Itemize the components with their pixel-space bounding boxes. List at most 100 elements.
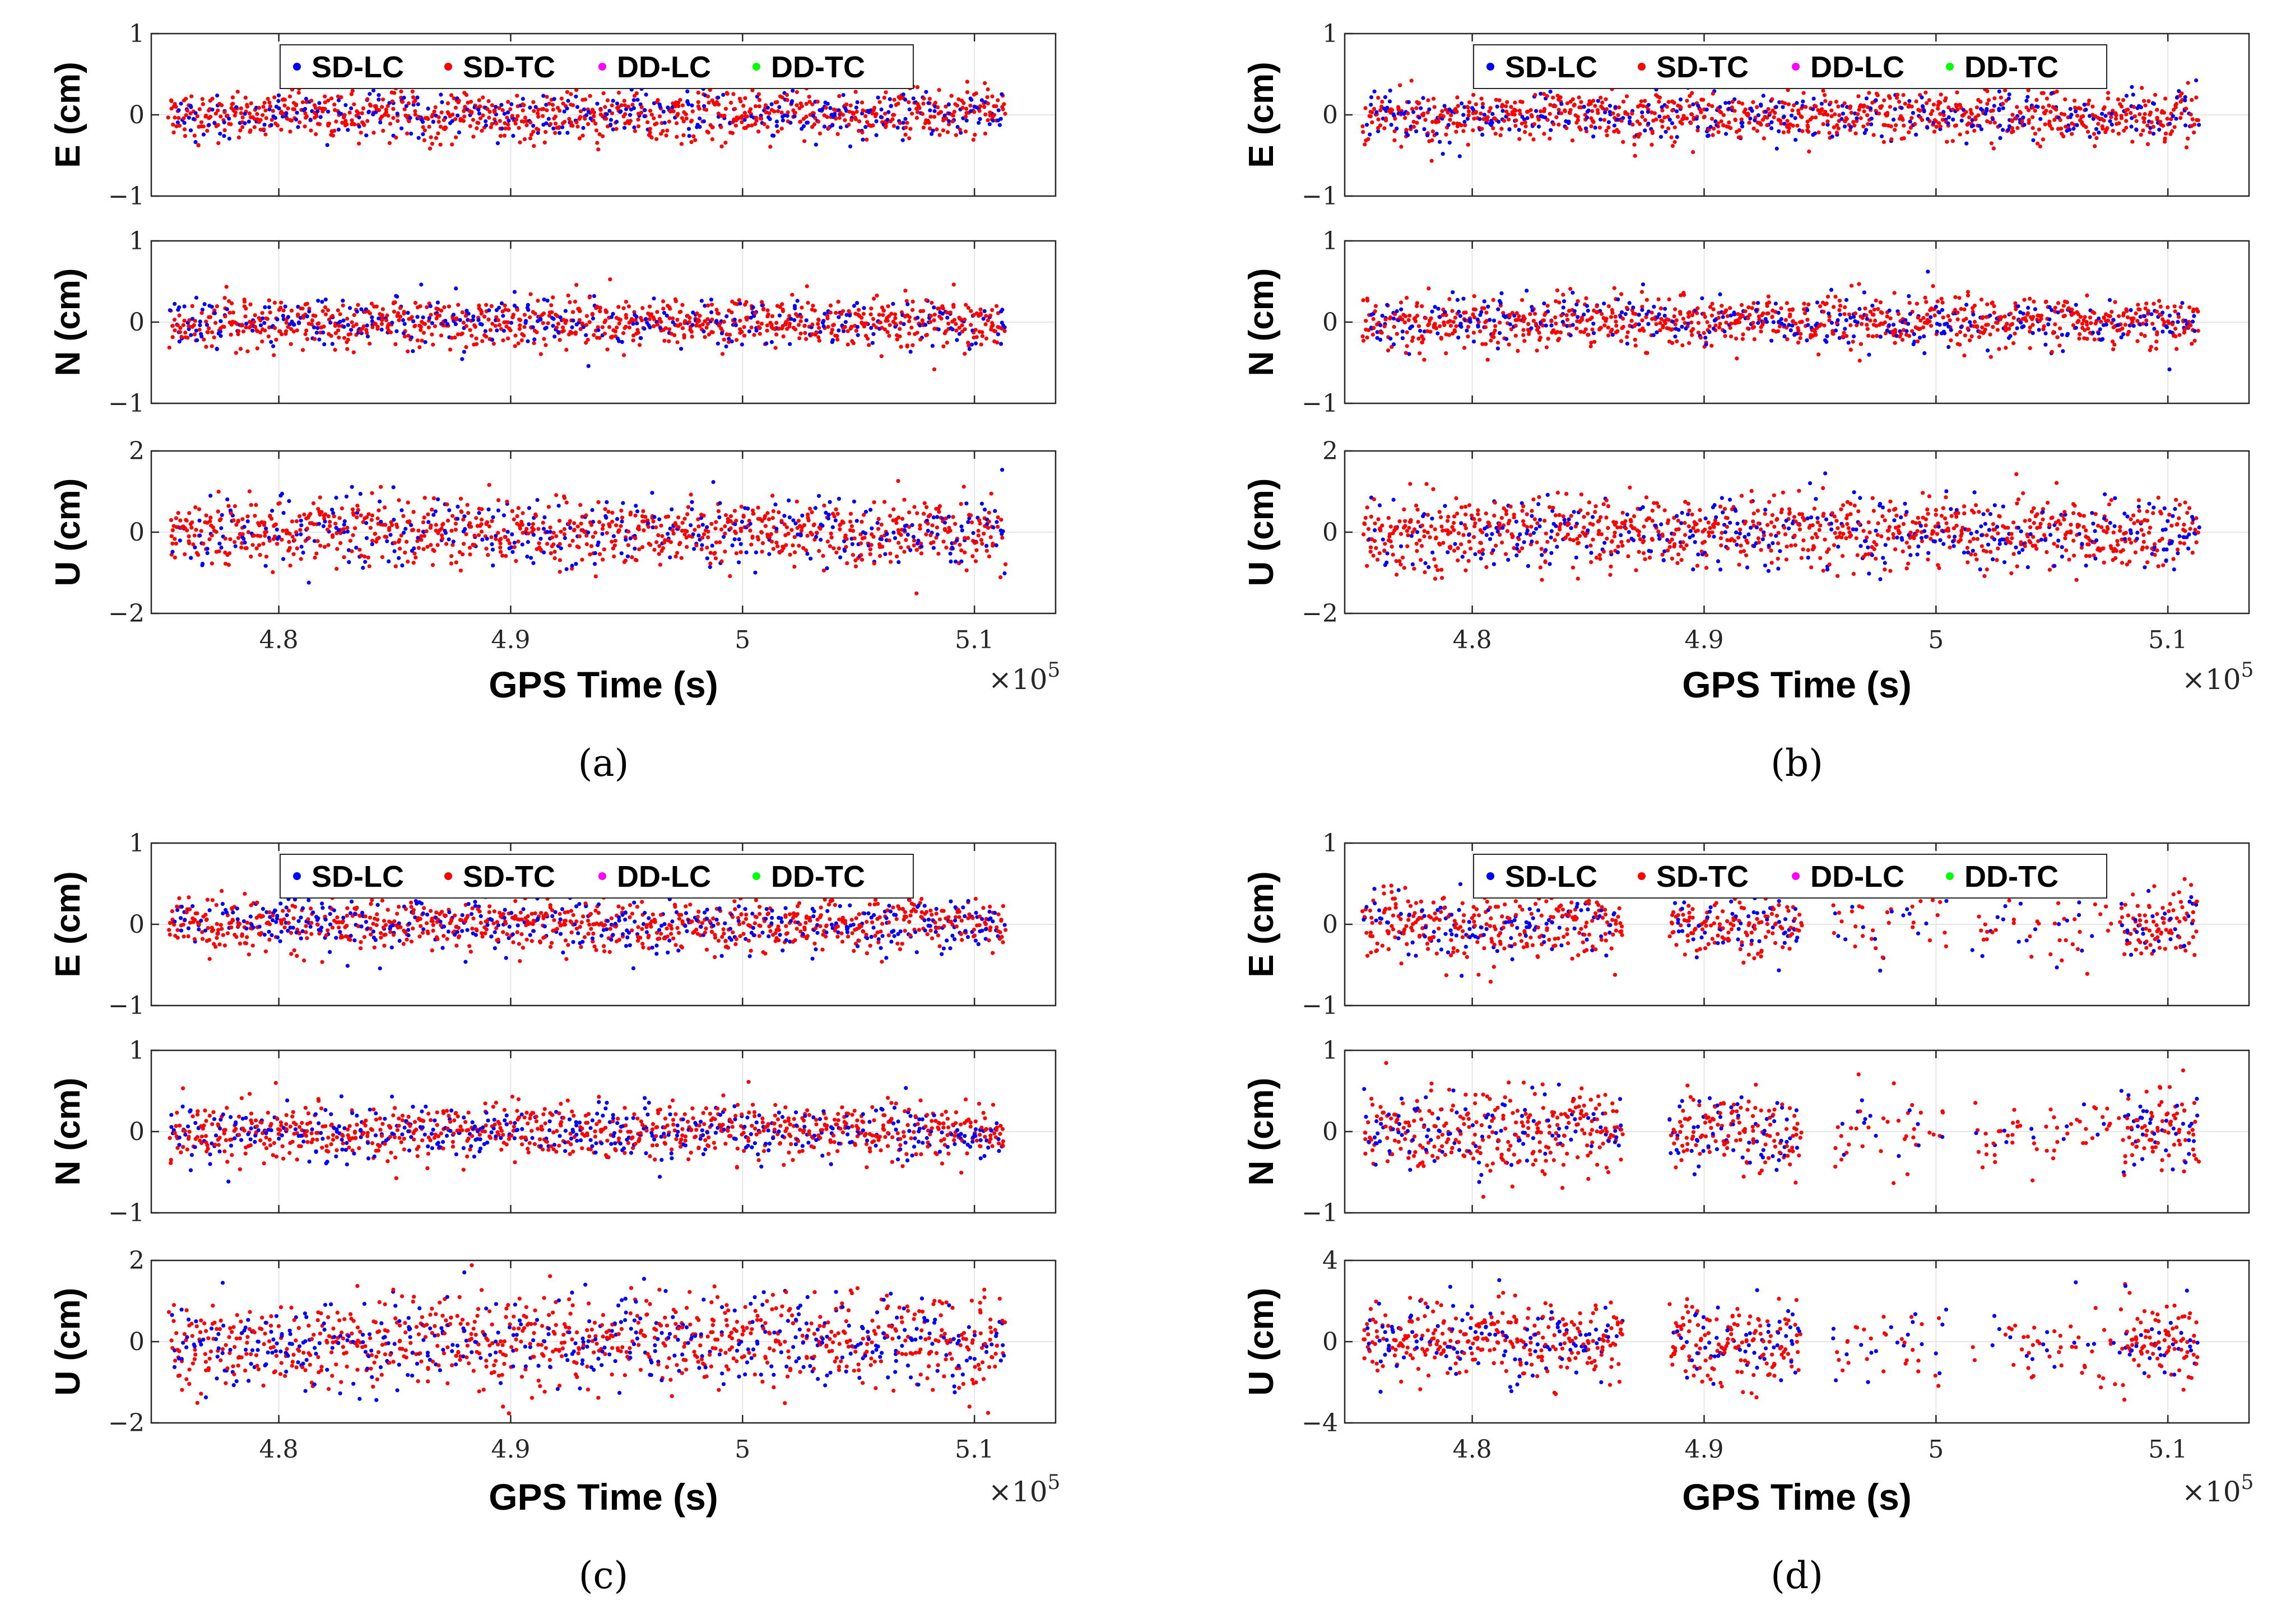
sd-tc-point (728, 526, 733, 531)
sd-tc-point (264, 529, 268, 534)
sd-tc-point (573, 330, 578, 335)
sd-lc-point (570, 564, 574, 568)
sd-tc-point (197, 507, 202, 511)
sd-tc-point (762, 122, 766, 127)
sd-lc-point (1490, 120, 1494, 125)
sd-tc-point (573, 299, 578, 304)
sd-tc-point (1383, 317, 1388, 322)
sd-tc-point (571, 103, 575, 108)
sd-tc-point (552, 550, 557, 554)
sd-tc-point (439, 333, 444, 338)
sd-lc-point (509, 102, 514, 106)
sd-lc-point (861, 137, 865, 142)
sd-tc-point (969, 520, 974, 525)
sd-lc-point (2100, 111, 2104, 116)
sd-tc-point (1415, 120, 1419, 125)
sd-lc-point (1421, 96, 1425, 100)
sd-tc-point (515, 514, 519, 519)
sd-tc-point (995, 304, 999, 308)
sd-lc-point (777, 105, 782, 109)
sd-tc-point (313, 337, 317, 341)
sd-tc-point (352, 102, 356, 106)
sd-lc-point (2036, 105, 2040, 109)
sd-tc-point (421, 331, 426, 335)
sd-tc-point (196, 143, 201, 147)
sd-tc-point (415, 338, 420, 343)
sd-lc-point (687, 134, 691, 138)
sd-tc-point (479, 311, 484, 316)
sd-lc-point (484, 123, 489, 128)
sd-tc-point (876, 516, 881, 522)
sd-lc-point (234, 105, 239, 109)
sd-lc-point (283, 304, 287, 309)
sd-tc-point (759, 322, 764, 326)
sd-lc-point (1855, 116, 1859, 120)
sd-tc-point (971, 137, 975, 142)
sd-lc-point (709, 310, 714, 315)
sd-lc-point (691, 532, 695, 537)
sd-tc-point (914, 548, 919, 552)
sd-lc-point (751, 305, 755, 310)
sd-tc-point (1621, 99, 1626, 104)
sd-tc-point (1370, 332, 1375, 337)
sd-tc-point (458, 117, 463, 121)
sd-tc-point (2130, 139, 2135, 144)
sd-lc-point (531, 325, 535, 329)
sd-lc-point (456, 504, 460, 509)
sd-tc-point (661, 546, 666, 551)
sd-tc-point (1513, 124, 1518, 128)
sd-tc-point (673, 554, 678, 559)
sd-tc-point (671, 109, 676, 114)
sd-lc-point (1925, 125, 1930, 130)
sd-tc-point (249, 555, 253, 559)
sd-lc-point (773, 502, 778, 507)
sd-tc-point (229, 122, 233, 127)
sd-tc-point (759, 117, 764, 121)
sd-tc-point (347, 110, 352, 115)
sd-tc-point (730, 131, 735, 136)
sd-tc-point (187, 324, 191, 328)
sd-lc-point (875, 520, 880, 525)
sd-lc-point (699, 299, 704, 303)
sd-lc-point (642, 114, 647, 118)
sd-tc-point (412, 551, 417, 556)
sd-lc-point (959, 524, 964, 529)
sd-tc-point (516, 539, 521, 544)
sd-tc-point (914, 591, 919, 595)
sd-tc-point (714, 308, 719, 312)
sd-tc-point (881, 313, 885, 317)
sd-tc-point (882, 500, 887, 504)
sd-lc-point (666, 532, 670, 536)
sd-tc-point (468, 552, 472, 557)
sd-tc-point (779, 127, 784, 131)
sd-lc-point (753, 570, 758, 575)
sd-lc-point (1706, 133, 1711, 138)
sd-tc-point (258, 118, 263, 122)
sd-lc-point (826, 513, 831, 517)
sd-lc-point (366, 109, 371, 114)
sd-tc-point (845, 342, 850, 347)
sd-tc-point (406, 559, 410, 564)
sd-tc-point (2106, 96, 2110, 101)
sd-tc-point (794, 103, 799, 108)
sd-tc-point (369, 518, 374, 522)
sd-tc-point (702, 532, 707, 537)
sd-tc-point (453, 105, 458, 110)
sd-tc-point (273, 522, 278, 527)
sd-tc-point (775, 129, 780, 134)
sd-lc-point (705, 556, 709, 561)
sd-tc-point (2010, 119, 2014, 123)
sd-lc-point (357, 115, 361, 120)
sd-lc-point (527, 522, 531, 527)
sd-tc-point (1499, 127, 1504, 131)
sd-tc-point (659, 319, 663, 324)
sd-tc-point (1366, 137, 1370, 141)
sd-lc-point (1606, 120, 1611, 124)
sd-tc-point (1399, 145, 1404, 149)
sd-tc-point (350, 118, 354, 123)
sd-lc-point (2031, 138, 2036, 142)
sd-lc-point (891, 301, 895, 306)
sd-tc-point (1409, 78, 1414, 83)
sd-tc-point (476, 121, 481, 125)
sd-lc-point (1465, 117, 1470, 121)
